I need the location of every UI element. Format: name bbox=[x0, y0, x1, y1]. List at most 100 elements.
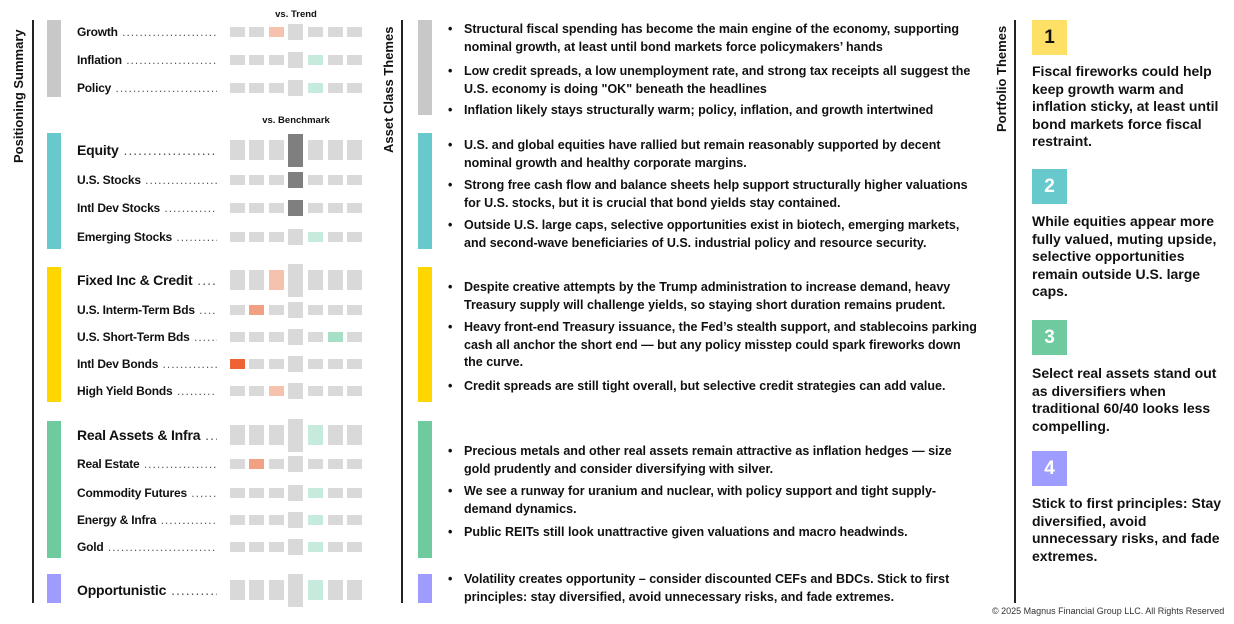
row-label: Growth bbox=[77, 25, 217, 39]
neutral-cell bbox=[288, 52, 303, 68]
score-cell bbox=[269, 386, 284, 396]
score-cell bbox=[308, 83, 323, 93]
score-cell bbox=[347, 359, 362, 369]
bullet-item: Low credit spreads, a low unemployment r… bbox=[448, 63, 978, 98]
score-cell bbox=[269, 203, 284, 213]
score-cell bbox=[230, 232, 245, 242]
score-cell bbox=[269, 270, 284, 290]
group-color-bar bbox=[47, 133, 61, 249]
bullet-item: Volatility creates opportunity – conside… bbox=[448, 571, 978, 606]
score-cell bbox=[328, 332, 343, 342]
score-cell bbox=[347, 83, 362, 93]
score-cell bbox=[308, 270, 323, 290]
theme-text: Stick to first principles: Stay diversif… bbox=[1032, 495, 1222, 564]
score-cell bbox=[230, 27, 245, 37]
bullet-item: Strong free cash flow and balance sheets… bbox=[448, 177, 978, 212]
score-cell bbox=[269, 332, 284, 342]
row-label: Energy & Infra bbox=[77, 513, 217, 527]
score-cell bbox=[347, 232, 362, 242]
vs-benchmark-header: vs. Benchmark bbox=[262, 115, 330, 126]
vs-trend-header: vs. Trend bbox=[275, 9, 317, 20]
score-cell bbox=[230, 55, 245, 65]
score-cell bbox=[269, 542, 284, 552]
score-cell bbox=[308, 305, 323, 315]
theme-color-bar bbox=[418, 267, 432, 402]
neutral-cell bbox=[288, 229, 303, 245]
score-cell bbox=[230, 305, 245, 315]
neutral-cell bbox=[288, 263, 303, 297]
row-label: High Yield Bonds bbox=[77, 384, 217, 398]
asset-class-themes-title: Asset Class Themes bbox=[381, 26, 396, 153]
score-cell bbox=[249, 83, 264, 93]
bullet-item: U.S. and global equities have rallied bu… bbox=[448, 137, 978, 172]
score-cell bbox=[230, 580, 245, 600]
score-cell bbox=[230, 140, 245, 160]
theme-text: Fiscal fireworks could help keep growth … bbox=[1032, 63, 1219, 149]
neutral-cell bbox=[288, 200, 303, 216]
row-label: Intl Dev Stocks bbox=[77, 201, 217, 215]
row-label: Policy bbox=[77, 81, 217, 95]
score-cell bbox=[249, 140, 264, 160]
score-cell bbox=[347, 542, 362, 552]
copyright-footer: © 2025 Magnus Financial Group LLC. All R… bbox=[992, 606, 1225, 616]
score-cell bbox=[249, 305, 264, 315]
neutral-cell bbox=[288, 24, 303, 40]
score-cell bbox=[347, 175, 362, 185]
theme-number-badge: 1 bbox=[1032, 20, 1067, 55]
score-cell bbox=[269, 232, 284, 242]
score-cell bbox=[269, 175, 284, 185]
score-cell bbox=[308, 386, 323, 396]
score-cell bbox=[249, 580, 264, 600]
score-cell bbox=[249, 232, 264, 242]
bullet-item: Public REITs still look unattractive giv… bbox=[448, 524, 978, 542]
score-cell bbox=[249, 488, 264, 498]
bullet-item: Despite creative attempts by the Trump a… bbox=[448, 279, 978, 314]
score-cell bbox=[308, 203, 323, 213]
score-cell bbox=[328, 542, 343, 552]
row-label: Emerging Stocks bbox=[77, 230, 217, 244]
score-cell bbox=[249, 270, 264, 290]
positioning-summary-title: Positioning Summary bbox=[11, 29, 26, 163]
neutral-cell bbox=[288, 456, 303, 472]
score-cell bbox=[328, 55, 343, 65]
neutral-cell bbox=[288, 172, 303, 188]
neutral-cell bbox=[288, 383, 303, 399]
score-cell bbox=[230, 203, 245, 213]
score-cell bbox=[308, 140, 323, 160]
score-cell bbox=[328, 425, 343, 445]
score-cell bbox=[347, 140, 362, 160]
score-cell bbox=[269, 83, 284, 93]
score-cell bbox=[230, 459, 245, 469]
neutral-cell bbox=[288, 133, 303, 167]
score-cell bbox=[269, 425, 284, 445]
score-cell bbox=[308, 425, 323, 445]
score-cell bbox=[269, 140, 284, 160]
row-label: Intl Dev Bonds bbox=[77, 357, 217, 371]
score-cell bbox=[230, 386, 245, 396]
score-cell bbox=[249, 27, 264, 37]
theme-color-bar bbox=[418, 421, 432, 558]
bullet-item: Structural fiscal spending has become th… bbox=[448, 21, 978, 56]
theme-number-badge: 2 bbox=[1032, 169, 1067, 204]
bullet-item: Heavy front-end Treasury issuance, the F… bbox=[448, 319, 978, 372]
score-cell bbox=[328, 83, 343, 93]
theme-color-bar bbox=[418, 20, 432, 115]
score-cell bbox=[308, 55, 323, 65]
theme-color-bar bbox=[418, 133, 432, 249]
neutral-cell bbox=[288, 418, 303, 452]
score-cell bbox=[230, 359, 245, 369]
score-cell bbox=[230, 270, 245, 290]
score-cell bbox=[249, 332, 264, 342]
score-cell bbox=[249, 386, 264, 396]
group-color-bar bbox=[47, 267, 61, 402]
portfolio-themes-title: Portfolio Themes bbox=[994, 25, 1009, 132]
score-cell bbox=[249, 515, 264, 525]
score-cell bbox=[308, 359, 323, 369]
score-cell bbox=[328, 203, 343, 213]
score-cell bbox=[347, 515, 362, 525]
divider bbox=[401, 20, 403, 603]
bullet-item: Precious metals and other real assets re… bbox=[448, 443, 978, 478]
score-cell bbox=[269, 27, 284, 37]
score-cell bbox=[347, 386, 362, 396]
score-cell bbox=[347, 27, 362, 37]
